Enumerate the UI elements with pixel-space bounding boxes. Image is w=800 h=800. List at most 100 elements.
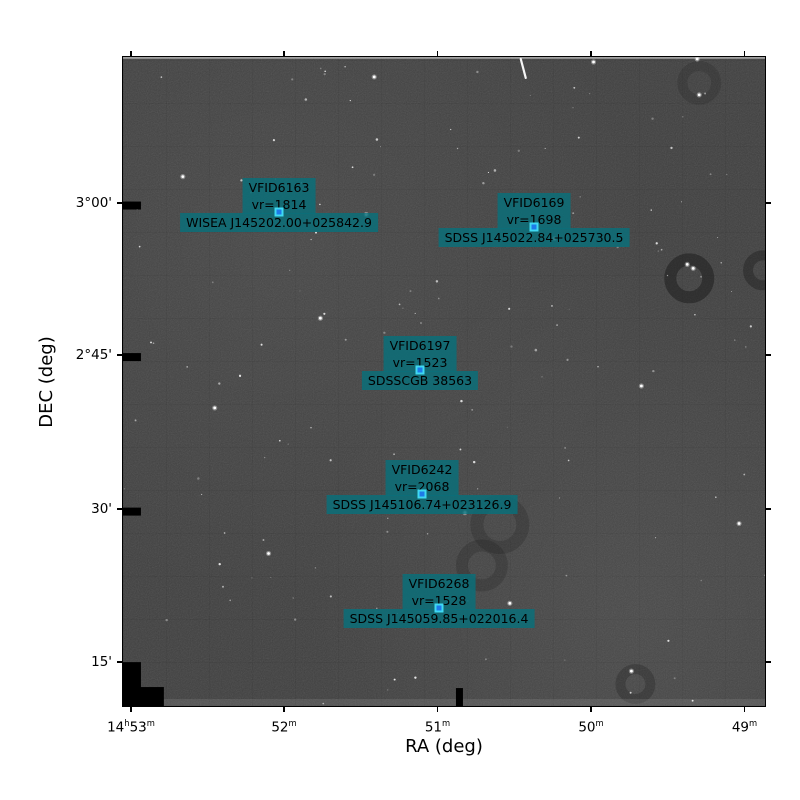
star <box>134 419 137 422</box>
top-edge-glow <box>123 57 765 59</box>
source-marker <box>415 365 425 375</box>
source-marker <box>274 207 284 217</box>
y-tick-mark-right <box>766 508 771 510</box>
star <box>655 242 658 245</box>
y-tick-mark-left <box>117 202 122 204</box>
star <box>238 374 242 377</box>
star <box>731 291 732 293</box>
star <box>351 166 354 169</box>
star <box>291 78 294 81</box>
star <box>726 173 728 175</box>
star <box>700 579 702 582</box>
star <box>577 136 580 139</box>
star <box>393 678 396 681</box>
star <box>579 196 581 198</box>
bright-star <box>630 669 633 673</box>
star <box>651 117 654 120</box>
star <box>262 539 265 541</box>
star <box>260 343 263 346</box>
star <box>426 533 429 535</box>
star <box>409 290 412 293</box>
annotation-name-box: WISEA J145202.00+025842.9 <box>180 213 378 232</box>
bright-star <box>181 175 185 179</box>
annotation-name-box: SDSSCGB 38563 <box>361 371 479 390</box>
y-tick-label: 3°00' <box>75 194 112 211</box>
star <box>558 497 560 499</box>
star <box>435 280 439 283</box>
star <box>551 305 553 307</box>
star <box>329 595 332 598</box>
star <box>694 314 696 316</box>
star <box>314 567 316 569</box>
star <box>304 98 308 101</box>
star <box>402 307 404 309</box>
star <box>278 439 281 442</box>
x-axis-label: RA (deg) <box>405 736 483 757</box>
star <box>517 149 520 152</box>
annotation-vfid-label: VFID6163 <box>248 180 310 195</box>
star <box>544 147 546 149</box>
bright-star <box>267 552 270 555</box>
star <box>344 66 346 68</box>
annotation-vr-label: vr=1528 <box>411 593 467 608</box>
star <box>508 307 511 310</box>
star <box>323 312 326 315</box>
star <box>704 92 707 95</box>
annotation-name-box: SDSS J145022.84+025730.5 <box>438 228 630 247</box>
star <box>138 245 141 248</box>
star <box>650 209 652 211</box>
star <box>743 473 746 476</box>
annotation-vr-label: vr=1814 <box>251 197 307 212</box>
ghost-ring <box>664 253 715 304</box>
ghost-ring <box>455 539 508 592</box>
x-tick-mark-bottom <box>590 707 592 712</box>
star <box>294 618 297 621</box>
star <box>201 493 203 496</box>
annotation-id-box: VFID6163 vr=1814 <box>242 178 316 214</box>
star <box>629 691 632 694</box>
annotation-vr-label: vr=2068 <box>394 479 450 494</box>
star <box>450 128 452 131</box>
star <box>272 139 276 142</box>
star <box>493 169 497 172</box>
star <box>564 659 566 661</box>
source-marker <box>434 603 444 613</box>
star <box>310 426 312 429</box>
star <box>459 448 462 451</box>
star <box>660 248 663 251</box>
star <box>414 676 417 679</box>
star <box>251 577 253 579</box>
star <box>510 345 513 348</box>
y-tick-mark-right <box>766 661 771 663</box>
bright-star <box>737 522 741 525</box>
ghost-ring <box>615 664 656 705</box>
star <box>717 237 718 239</box>
x-tick-mark-bottom <box>743 707 746 712</box>
y-tick-label: 2°45' <box>75 347 112 363</box>
star <box>419 321 422 324</box>
star <box>240 179 243 182</box>
star <box>655 537 657 539</box>
masked-region <box>123 201 141 210</box>
bright-star <box>639 384 643 388</box>
y-tick-mark-right <box>766 202 771 204</box>
star <box>749 325 752 328</box>
y-axis-label: DEC (deg) <box>36 336 57 428</box>
annotation-id-box: VFID6268 vr=1528 <box>402 574 476 610</box>
star <box>223 532 226 534</box>
x-tick-label: 50m <box>578 718 604 736</box>
star <box>700 275 703 278</box>
y-tick-mark-right <box>766 354 771 356</box>
bright-star <box>213 406 217 410</box>
star <box>393 453 395 455</box>
x-tick-mark-top <box>283 51 285 56</box>
star <box>376 607 378 610</box>
star <box>218 562 221 566</box>
star <box>472 460 476 464</box>
image-artifacts <box>123 57 765 706</box>
masked-regions <box>123 201 463 706</box>
bottom-light-band <box>123 699 765 706</box>
star <box>652 369 655 373</box>
star <box>477 488 479 490</box>
star <box>657 250 660 252</box>
